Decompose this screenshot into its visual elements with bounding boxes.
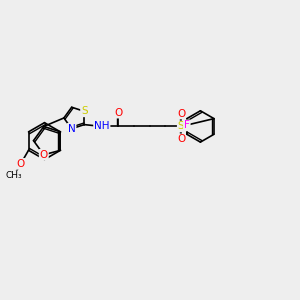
Text: O: O bbox=[114, 108, 122, 118]
Text: S: S bbox=[178, 122, 184, 131]
Text: N: N bbox=[68, 124, 76, 134]
Text: O: O bbox=[40, 150, 48, 160]
Text: O: O bbox=[16, 159, 25, 169]
Text: O: O bbox=[177, 134, 185, 144]
Text: CH₃: CH₃ bbox=[5, 171, 22, 180]
Text: O: O bbox=[177, 109, 185, 118]
Text: F: F bbox=[184, 120, 190, 130]
Text: S: S bbox=[81, 106, 88, 116]
Text: NH: NH bbox=[94, 122, 110, 131]
